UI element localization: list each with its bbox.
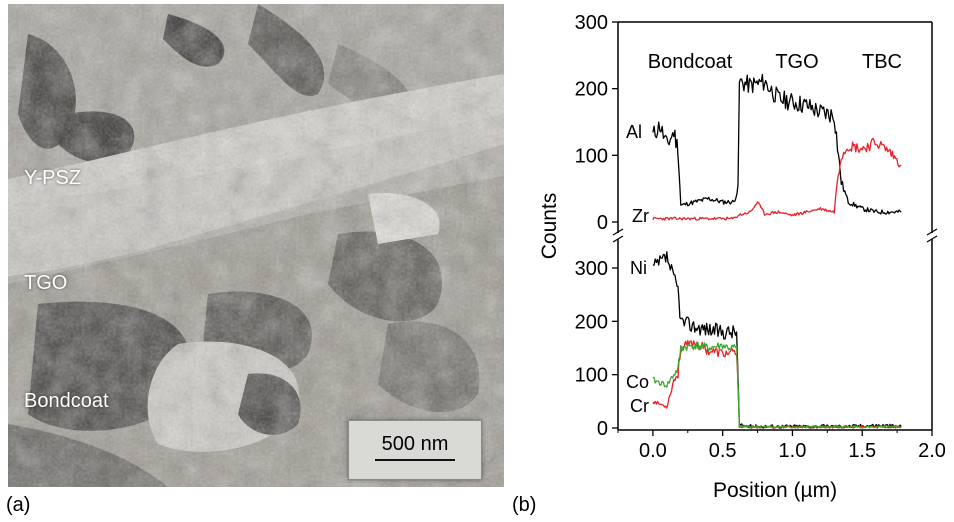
plot-frame bbox=[612, 21, 938, 431]
micrograph-image bbox=[8, 4, 504, 487]
y-tick-label-top: 300 bbox=[575, 12, 608, 34]
x-tick-label: 0.5 bbox=[709, 440, 737, 462]
series-line-zr bbox=[652, 137, 902, 221]
y-tick-label-top: 0 bbox=[597, 212, 608, 234]
x-axis-title: Position (µm) bbox=[713, 479, 837, 502]
series-layer bbox=[652, 73, 902, 429]
series-line-cr bbox=[652, 339, 902, 429]
series-label-al: Al bbox=[626, 122, 642, 142]
text-layer: 0.0 0.5 1.0 1.5 2.0 0 100 200 300 0 100 200 300 Al Zr N… bbox=[538, 12, 946, 502]
y-tick-label-bottom: 200 bbox=[575, 311, 608, 333]
scale-bar-box: 500 nm bbox=[348, 420, 482, 480]
axis-break-mark bbox=[926, 228, 938, 236]
axis-break-mark bbox=[926, 235, 938, 243]
series-label-zr: Zr bbox=[632, 206, 649, 226]
scale-bar-label: 500 nm bbox=[381, 433, 449, 455]
axis-break-mark bbox=[612, 235, 624, 243]
tem-micrograph: Y-PSZ TGO Bondcoat 500 nm bbox=[8, 4, 504, 487]
y-axis-title: Counts bbox=[538, 193, 561, 260]
series-line-ni bbox=[652, 251, 902, 429]
y-tick-label-top: 100 bbox=[575, 145, 608, 167]
label-bondcoat: Bondcoat bbox=[24, 390, 109, 412]
label-tgo: TGO bbox=[24, 272, 68, 294]
series-line-co bbox=[652, 341, 902, 429]
y-tick-label-bottom: 100 bbox=[575, 365, 608, 387]
x-tick-label: 2.0 bbox=[918, 440, 946, 462]
series-label-ni: Ni bbox=[630, 258, 647, 278]
x-tick-label: 1.0 bbox=[779, 440, 807, 462]
scale-bar-line bbox=[375, 459, 455, 461]
y-tick-label-top: 200 bbox=[575, 79, 608, 101]
label-ypsz: Y-PSZ bbox=[24, 167, 82, 189]
layer-label: TBC bbox=[862, 51, 902, 73]
layer-label: Bondcoat bbox=[648, 51, 733, 73]
y-tick-label-bottom: 0 bbox=[597, 418, 608, 440]
series-label-cr: Cr bbox=[630, 396, 649, 416]
panel-b-label: (b) bbox=[512, 494, 537, 516]
x-tick-label: 1.5 bbox=[848, 440, 876, 462]
axis-ticks bbox=[612, 21, 933, 436]
x-tick-label: 0.0 bbox=[639, 440, 667, 462]
series-line-al bbox=[652, 73, 902, 215]
series-label-co: Co bbox=[626, 372, 649, 392]
layer-label: TGO bbox=[775, 51, 818, 73]
axis-break-mark bbox=[612, 228, 624, 236]
y-tick-label-bottom: 300 bbox=[575, 258, 608, 280]
panel-a-label: (a) bbox=[6, 494, 31, 516]
